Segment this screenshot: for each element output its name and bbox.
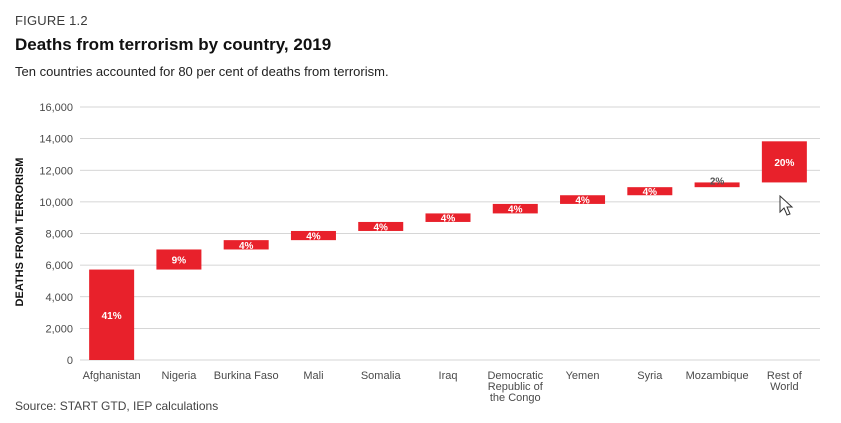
category-label: Mali (303, 370, 323, 382)
category-label: Iraq (439, 370, 458, 382)
y-tick-label: 4,000 (45, 292, 73, 304)
bar (358, 221, 404, 231)
bar (425, 213, 471, 222)
y-tick-label: 8,000 (45, 229, 73, 241)
data-label: 4% (239, 241, 254, 252)
bars (89, 141, 807, 360)
data-label: 4% (643, 187, 658, 198)
category-labels: Afghanistan Nigeria Burkina Faso Mali Somali… (83, 370, 803, 404)
y-tick-label: 2,000 (45, 323, 73, 335)
data-label: 4% (306, 232, 321, 243)
category-label: the Congo (490, 392, 541, 404)
bar (694, 182, 740, 188)
data-label: 4% (508, 205, 523, 216)
y-tick-label: 0 (67, 355, 73, 367)
y-axis-label: DEATHS FROM TERRORISM (14, 158, 26, 307)
bar (761, 141, 807, 183)
data-labels: 41% 9% 4% 4% 4% 4% 4% 4% 4% 2% 20% (102, 158, 795, 322)
mouse-cursor-icon (779, 195, 794, 216)
y-axis-ticks: 0 2,000 4,000 6,000 8,000 10,000 12,000 14,000 1… (39, 102, 73, 367)
gridlines (80, 106, 820, 361)
y-tick-label: 10,000 (39, 197, 73, 209)
category-label: Burkina Faso (214, 370, 279, 382)
data-label: 41% (102, 311, 122, 322)
chart-title: Deaths from terrorism by country, 2019 (15, 35, 332, 54)
category-label: Democratic (487, 370, 543, 382)
data-label: 9% (172, 256, 187, 267)
category-label: Nigeria (161, 370, 197, 382)
data-label: 2% (710, 176, 725, 187)
category-label: Syria (637, 370, 663, 382)
data-label: 4% (441, 214, 456, 225)
source-note: Source: START GTD, IEP calculations (15, 399, 219, 413)
y-tick-label: 12,000 (39, 165, 73, 177)
category-label: Somalia (361, 370, 402, 382)
category-label: World (770, 381, 799, 393)
data-label: 4% (374, 222, 389, 233)
bar (560, 195, 606, 204)
bar (223, 240, 269, 250)
bar (89, 269, 135, 360)
category-label: Republic of (488, 381, 544, 393)
category-label: Afghanistan (83, 370, 141, 382)
chart-subtitle: Ten countries accounted for 80 per cent … (15, 64, 389, 79)
data-label: 4% (575, 196, 590, 207)
category-label: Yemen (566, 370, 600, 382)
bar (156, 249, 202, 270)
category-label: Rest of (767, 370, 803, 382)
y-tick-label: 14,000 (39, 134, 73, 146)
bar (290, 230, 336, 241)
bar (627, 187, 673, 196)
y-tick-label: 6,000 (45, 260, 73, 272)
figure-label: FIGURE 1.2 (15, 13, 88, 28)
category-label: Mozambique (686, 370, 749, 382)
y-tick-label: 16,000 (39, 102, 73, 114)
bar (492, 203, 538, 214)
data-label: 20% (774, 158, 794, 169)
